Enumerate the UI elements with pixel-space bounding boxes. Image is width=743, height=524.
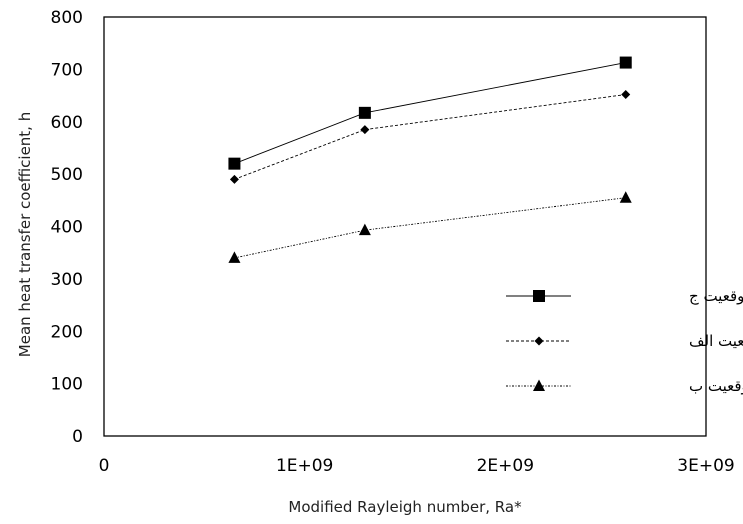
legend-label: موقعیت ب [689, 377, 743, 395]
y-tick-label: 600 [51, 113, 83, 133]
data-point [358, 223, 371, 236]
series-triangle [228, 191, 632, 263]
series-square [228, 56, 632, 170]
legend-marker [534, 336, 544, 346]
x-tick-label: 1E+09 [276, 456, 333, 476]
series-line [234, 94, 626, 180]
x-tick-label: 2E+09 [477, 456, 534, 476]
y-tick-label: 100 [51, 375, 83, 395]
y-axis-label: Mean heat transfer coefficient, h [16, 112, 34, 357]
legend-label: موقعیت الف [689, 332, 743, 350]
axes [103, 16, 707, 437]
tick-labels: 0 100 200 300 400 500 600 700 800 0 1E+09 2E+09 3E+0… [51, 8, 735, 476]
legend-marker [533, 290, 545, 302]
legend-item: موقعیت ج [506, 287, 743, 306]
y-tick-label: 500 [51, 165, 83, 185]
y-tick-label: 0 [72, 427, 83, 447]
data-point [229, 174, 239, 184]
y-tick-label: 700 [51, 60, 83, 80]
series-group [228, 56, 632, 263]
legend-marker [533, 379, 545, 391]
data-point [358, 106, 371, 119]
y-tick-label: 300 [51, 270, 83, 290]
y-tick-label: 800 [51, 8, 83, 28]
legend: موقعیت ج موقعیت الف موقعیت ب [506, 287, 743, 395]
data-point [228, 251, 241, 263]
y-tick-label: 200 [51, 322, 83, 342]
plot-area-border [103, 16, 707, 437]
legend-item: موقعیت ب [506, 377, 743, 395]
x-tick-label: 0 [99, 456, 110, 476]
data-point [621, 90, 631, 100]
data-point [228, 157, 241, 170]
legend-item: موقعیت الف [506, 332, 743, 350]
series-line [234, 62, 626, 165]
x-axis-label: Modified Rayleigh number, Ra* [288, 498, 522, 516]
data-point [619, 56, 632, 69]
series-line [234, 197, 626, 259]
legend-label: موقعیت ج [689, 287, 743, 306]
series-diamond [229, 90, 631, 184]
y-tick-label: 400 [51, 218, 83, 238]
data-point [360, 125, 370, 135]
data-point [619, 191, 632, 203]
x-tick-label: 3E+09 [677, 456, 734, 476]
